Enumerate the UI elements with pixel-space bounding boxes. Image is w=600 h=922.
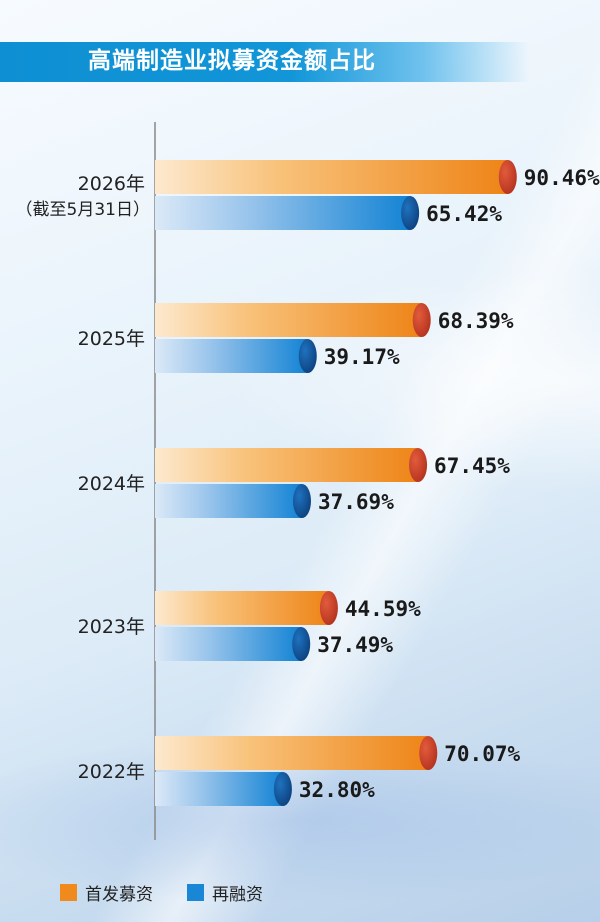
bar-ipo bbox=[155, 736, 429, 770]
bar-ipo bbox=[155, 591, 329, 625]
title-banner bbox=[0, 42, 530, 82]
legend-swatch-orange bbox=[60, 883, 77, 901]
category-label: 2023年 bbox=[78, 616, 145, 638]
category-note: （截至5月31日） bbox=[16, 200, 150, 220]
chart-title: 高端制造业拟募资金额占比 bbox=[88, 48, 376, 74]
legend-label: 再融资 bbox=[212, 884, 263, 905]
bar-end-cap bbox=[401, 196, 420, 230]
data-label: 70.07% bbox=[444, 742, 520, 766]
bar-ipo bbox=[155, 303, 422, 337]
bar-end-cap bbox=[292, 627, 311, 661]
data-label: 32.80% bbox=[299, 778, 375, 802]
bar-end-cap bbox=[409, 448, 428, 482]
category-label: 2024年 bbox=[78, 473, 145, 495]
bar-refinancing bbox=[155, 627, 302, 661]
bar-end-cap bbox=[412, 303, 431, 337]
data-label: 65.42% bbox=[426, 202, 502, 226]
bar-refinancing bbox=[155, 484, 302, 518]
bar-end-cap bbox=[298, 339, 317, 373]
bar-refinancing bbox=[155, 772, 283, 806]
category-label: 2025年 bbox=[78, 328, 145, 350]
category-label: 2026年 bbox=[78, 173, 145, 195]
bar-ipo bbox=[155, 160, 508, 194]
bar-end-cap bbox=[273, 772, 292, 806]
legend-item-series-0: 首发募资 bbox=[60, 880, 153, 905]
data-label: 90.46% bbox=[524, 166, 600, 190]
bar-refinancing bbox=[155, 339, 308, 373]
bar-end-cap bbox=[319, 591, 338, 625]
bar-end-cap bbox=[419, 736, 438, 770]
data-label: 68.39% bbox=[438, 309, 514, 333]
legend-item-series-1: 再融资 bbox=[187, 880, 263, 905]
category-label: 2022年 bbox=[78, 761, 145, 783]
bar-end-cap bbox=[498, 160, 517, 194]
legend: 首发募资 再融资 bbox=[60, 880, 263, 905]
data-label: 67.45% bbox=[434, 454, 510, 478]
data-label: 39.17% bbox=[324, 345, 400, 369]
legend-swatch-blue bbox=[187, 883, 204, 901]
data-label: 44.59% bbox=[345, 597, 421, 621]
legend-label: 首发募资 bbox=[85, 884, 153, 905]
data-label: 37.49% bbox=[317, 633, 393, 657]
bar-end-cap bbox=[292, 484, 311, 518]
bar-ipo bbox=[155, 448, 419, 482]
bar-refinancing bbox=[155, 196, 411, 230]
data-label: 37.69% bbox=[318, 490, 394, 514]
